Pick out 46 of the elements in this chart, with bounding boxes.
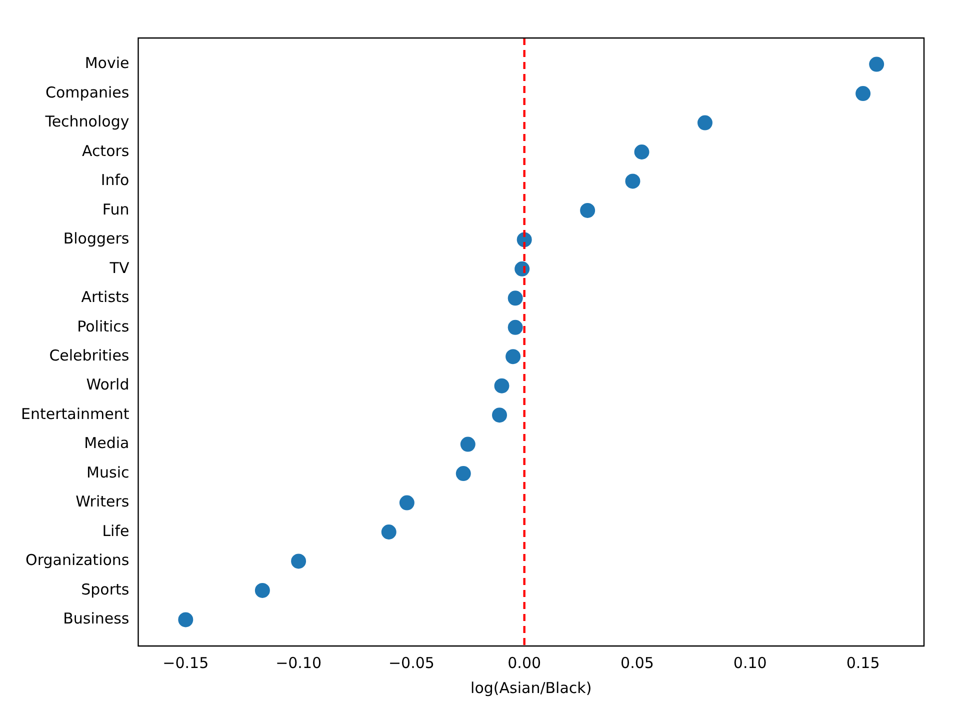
- y-tick-label: World: [86, 376, 130, 394]
- y-tick-label: Movie: [84, 54, 130, 72]
- point: [625, 174, 640, 189]
- y-tick-label: Actors: [82, 142, 130, 160]
- y-tick-label: Media: [84, 434, 130, 452]
- y-tick-label: Business: [63, 610, 130, 628]
- point: [494, 378, 510, 394]
- point: [399, 495, 414, 510]
- point: [254, 582, 270, 598]
- y-tick-label: Sports: [81, 580, 130, 598]
- point: [178, 612, 194, 628]
- y-tick-label: Artists: [81, 288, 130, 306]
- point: [580, 202, 596, 218]
- y-tick-label: Bloggers: [63, 230, 130, 248]
- point: [508, 320, 523, 335]
- y-tick-label: Organizations: [26, 551, 130, 570]
- y-tick-label: Life: [102, 522, 130, 540]
- x-tick-label: 0.15: [846, 654, 880, 672]
- point: [460, 436, 476, 452]
- point: [634, 144, 650, 160]
- y-tick-label: Info: [100, 171, 130, 190]
- y-tick-label: Entertainment: [20, 404, 130, 423]
- point: [697, 115, 712, 130]
- point: [381, 524, 396, 540]
- x-tick-label: −0.05: [388, 654, 434, 672]
- y-tick-label: Fun: [102, 200, 130, 218]
- x-tick-label: −0.15: [162, 654, 209, 672]
- point: [506, 349, 521, 364]
- point: [508, 290, 523, 306]
- x-tick-label: 0.10: [733, 654, 767, 672]
- x-tick-label: 0.00: [508, 654, 542, 672]
- point: [856, 86, 871, 102]
- y-tick-label: Companies: [46, 83, 130, 102]
- point: [291, 554, 306, 569]
- y-tick-label: Politics: [77, 317, 130, 336]
- y-tick-label: TV: [108, 258, 130, 277]
- point: [456, 466, 471, 482]
- point: [869, 56, 884, 72]
- y-tick-label: Celebrities: [49, 346, 130, 365]
- y-tick-label: Technology: [44, 112, 130, 131]
- x-axis-title: log(Asian/Black): [470, 678, 592, 697]
- y-tick-label: Writers: [76, 492, 130, 511]
- y-tick-label: Music: [86, 463, 130, 482]
- x-tick-label: −0.10: [276, 654, 322, 672]
- x-tick-label: 0.05: [620, 654, 654, 672]
- point: [492, 408, 508, 423]
